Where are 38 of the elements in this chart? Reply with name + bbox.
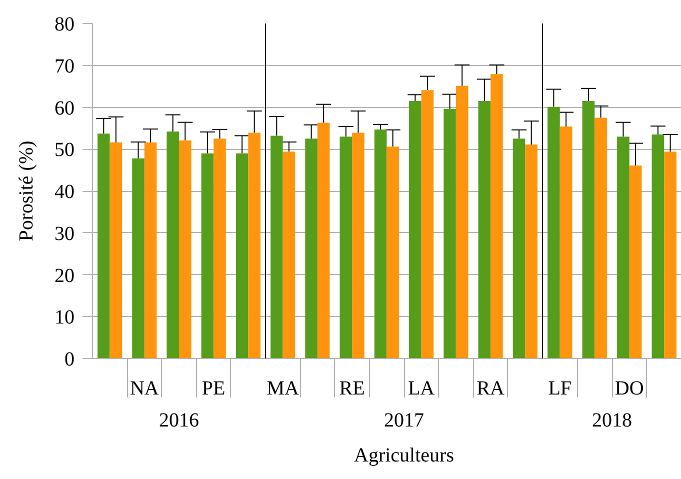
y-tick-label: 40 — [54, 181, 74, 203]
bar — [444, 108, 456, 358]
x-tick-label: LF — [548, 378, 572, 400]
x-tick-label: RA — [476, 378, 506, 400]
bar — [270, 136, 283, 358]
bar — [456, 86, 468, 358]
bar — [525, 144, 538, 358]
bar — [374, 129, 387, 358]
bar — [386, 146, 399, 358]
x-tick-label: MA — [266, 378, 300, 400]
bar — [490, 74, 503, 358]
bar — [352, 132, 364, 358]
y-axis-title: Porosité (%) — [16, 140, 38, 242]
x-tick-label: NA — [130, 378, 160, 400]
bar — [282, 152, 296, 358]
x-tick-label: LA — [408, 378, 436, 400]
bar — [512, 138, 526, 358]
x-tick-label: RE — [339, 378, 365, 400]
bar — [317, 122, 330, 358]
bar — [478, 100, 491, 358]
bar — [340, 136, 352, 358]
y-tick-label: 50 — [54, 139, 74, 162]
bar — [421, 90, 434, 358]
y-tick-label: 20 — [54, 264, 74, 287]
bar — [305, 138, 318, 358]
x-tick-label: PE — [202, 378, 226, 400]
x-axis-title: 2018 — [592, 410, 632, 432]
x-axis-title: 2017 — [384, 410, 424, 432]
x-tick-label: DO — [614, 378, 644, 400]
y-tick-label: 70 — [54, 55, 74, 78]
text: Agriculteurs — [354, 444, 454, 466]
y-tick-label: 0 — [64, 348, 74, 370]
x-axis-title: 2016 — [159, 410, 199, 432]
y-tick-label: 60 — [54, 97, 74, 120]
y-tick-label: 10 — [54, 306, 74, 329]
y-tick-label: 80 — [54, 14, 74, 36]
y-tick-label: 30 — [54, 222, 74, 245]
bar — [409, 100, 422, 358]
